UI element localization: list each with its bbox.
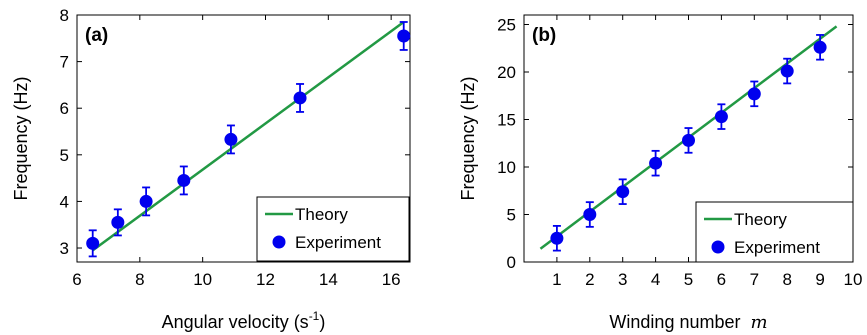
experiment-point (616, 178, 630, 205)
panel-label: (a) (85, 25, 108, 46)
x-tick-label: 8 (135, 270, 144, 289)
data-marker (682, 133, 695, 147)
x-tick-label: 10 (193, 270, 212, 289)
y-tick-label: 20 (497, 63, 516, 82)
x-tick-label: 1 (552, 270, 561, 289)
panel-b: 1 2 3 4 5 6 7 8 9 10 0 5 10 15 20 25 (b) Theory Experiment… (458, 14, 863, 333)
y-tick-label: 5 (60, 146, 69, 165)
x-tick-label: 8 (782, 270, 791, 289)
y-tick-label: 8 (60, 6, 69, 25)
x-tick-label: 5 (684, 270, 693, 289)
legend-experiment-label: Experiment (295, 233, 381, 252)
theory-line (91, 20, 405, 252)
experiment-point (224, 124, 238, 155)
legend-box (256, 196, 410, 262)
x-tick-label: 16 (382, 270, 401, 289)
y-tick-label: 7 (60, 53, 69, 72)
x-tick-label: 14 (319, 270, 338, 289)
x-axis-label-main: Winding number (609, 312, 740, 332)
experiment-point (293, 83, 307, 113)
y-tick-label: 6 (60, 99, 69, 118)
legend-theory-label: Theory (734, 210, 787, 229)
experiment-point (397, 21, 411, 51)
x-tick-label: 7 (750, 270, 759, 289)
data-marker (177, 173, 191, 187)
x-axis-label: Winding number m (609, 312, 767, 333)
legend: Theory Experiment (256, 196, 410, 262)
experiment-point (139, 186, 153, 217)
x-axis-label: Angular velocity (s-1) (162, 309, 326, 332)
legend: Theory Experiment (695, 201, 854, 263)
data-marker (747, 87, 761, 101)
x-tick-label: 9 (815, 270, 824, 289)
experiment-point (747, 80, 761, 108)
x-axis-label-math: m (750, 312, 767, 333)
data-marker (649, 156, 663, 170)
plot-frame (76, 14, 411, 263)
data-marker (780, 64, 794, 78)
experiment-point (813, 34, 827, 61)
panel-a: 6 8 10 12 14 16 3 4 5 6 7 8 (a) Theory Experiment Frequ… (11, 6, 411, 332)
legend-experiment-swatch (272, 235, 286, 249)
legend-box (695, 201, 854, 263)
x-tick-label: 3 (618, 270, 627, 289)
y-axis-label: Frequency (Hz) (11, 76, 31, 200)
experiment-point (86, 229, 100, 258)
y-tick-label: 4 (60, 192, 69, 211)
x-tick-label: 12 (256, 270, 275, 289)
x-tick-label: 6 (72, 270, 81, 289)
x-tick-label: 2 (585, 270, 594, 289)
y-tick-label: 15 (497, 111, 516, 130)
y-axis-label: Frequency (Hz) (458, 76, 478, 200)
x-axis-label-main: Angular velocity (s (162, 312, 309, 332)
experiment-point (177, 165, 191, 196)
legend-experiment-swatch (711, 240, 725, 254)
panel-label: (b) (532, 25, 556, 46)
data-marker (397, 29, 411, 43)
y-tick-label: 3 (60, 239, 69, 258)
data-marker (111, 215, 125, 229)
data-marker (616, 185, 630, 199)
x-tick-label: 6 (717, 270, 726, 289)
experiment-point (111, 208, 125, 237)
experiment-point (714, 103, 728, 130)
legend-experiment-label: Experiment (734, 238, 820, 257)
x-tick-label: 10 (844, 270, 863, 289)
data-marker (550, 231, 564, 245)
x-axis-label-exponent: -1 (309, 309, 320, 323)
y-tick-label: 25 (497, 16, 516, 35)
data-marker (224, 132, 238, 146)
data-marker (139, 194, 153, 208)
experiment-point (682, 127, 695, 154)
data-marker (86, 236, 100, 250)
data-marker (714, 110, 728, 124)
y-tick-label: 0 (507, 253, 516, 272)
data-marker (813, 40, 827, 54)
experiment-point (550, 224, 564, 252)
y-tick-label: 5 (507, 206, 516, 225)
data-marker (583, 208, 597, 221)
experiment-point (583, 201, 597, 228)
y-tick-label: 10 (497, 158, 516, 177)
x-axis-label-close: ) (319, 312, 325, 332)
data-marker (293, 91, 307, 105)
experiment-point (649, 149, 663, 177)
legend-theory-label: Theory (295, 205, 348, 224)
x-tick-label: 4 (651, 270, 660, 289)
experiment-point (780, 57, 794, 85)
